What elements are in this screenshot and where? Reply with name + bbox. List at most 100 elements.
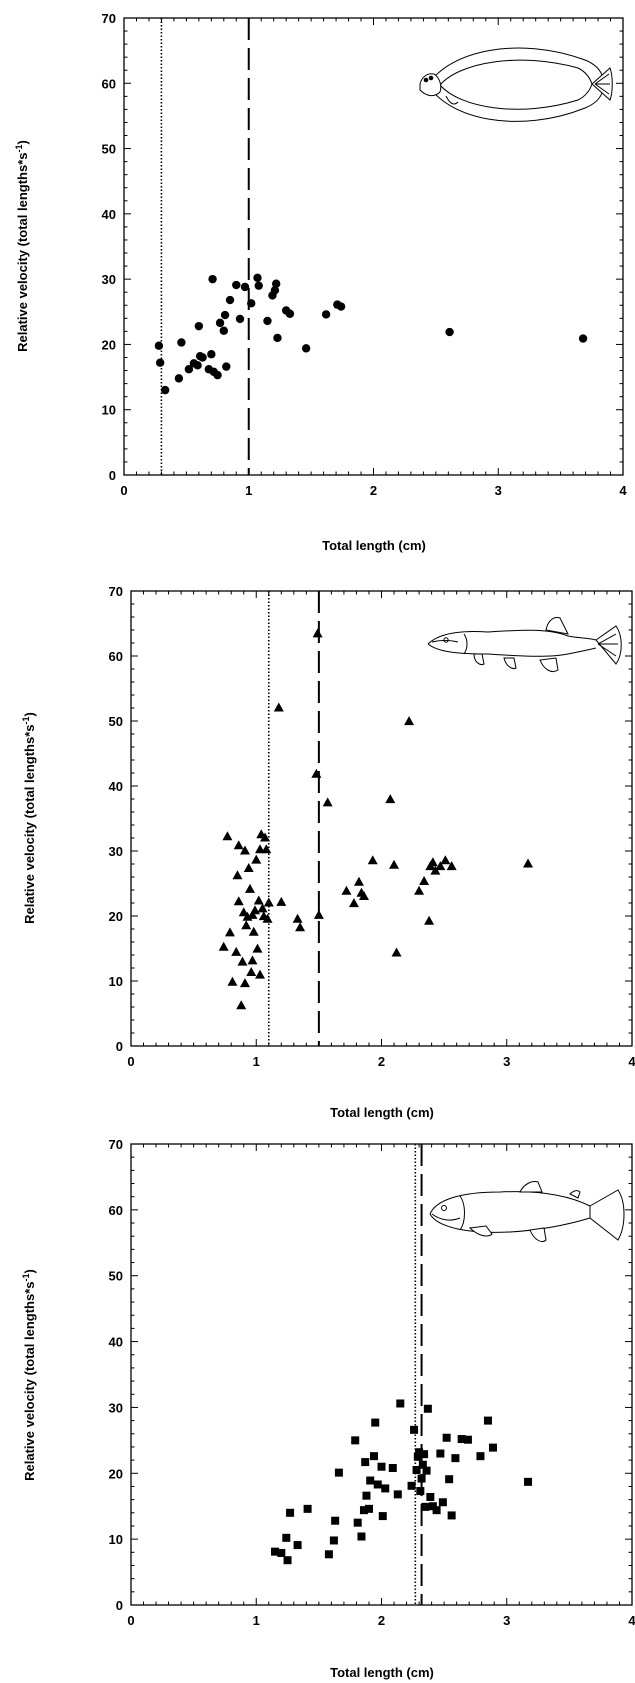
- data-point: [262, 913, 273, 923]
- data-point: [215, 318, 225, 328]
- y-axis-title-close: ): [15, 140, 30, 144]
- data-point: [404, 716, 415, 726]
- y-tick-labels: 0 10 20 30 40 50 60 70: [102, 11, 116, 483]
- data-point: [246, 967, 257, 977]
- data-point: [240, 282, 250, 292]
- data-point: [362, 1491, 371, 1500]
- data-point: [432, 1506, 441, 1515]
- y-tick-label: 10: [109, 974, 123, 989]
- data-point: [257, 903, 268, 913]
- data-point: [351, 1436, 360, 1445]
- data-point: [436, 1449, 445, 1458]
- data-point: [367, 855, 378, 865]
- data-point: [177, 338, 186, 347]
- data-point: [451, 1454, 460, 1463]
- data-point: [282, 1533, 291, 1542]
- data-point: [232, 280, 241, 290]
- data-point: [285, 309, 295, 318]
- data-point: [488, 1443, 497, 1452]
- data-point: [236, 1000, 247, 1010]
- data-point: [523, 858, 534, 868]
- data-point: [224, 927, 235, 937]
- data-point: [233, 896, 244, 906]
- data-point: [292, 913, 303, 923]
- data-point: [286, 1508, 295, 1517]
- threshold-lines: [160, 18, 250, 475]
- data-point: [227, 976, 238, 986]
- data-point: [412, 1465, 421, 1474]
- x-tick-label: 4: [628, 1613, 635, 1628]
- threshold-lines: [267, 591, 320, 1046]
- data-point: [273, 333, 282, 343]
- x-tick-label: 0: [120, 483, 127, 498]
- y-axis-title-sup: -1: [14, 144, 24, 152]
- y-tick-label: 30: [102, 272, 116, 287]
- y-tick-label: 0: [109, 468, 116, 483]
- y-tick-label: 0: [116, 1039, 123, 1054]
- y-tick-label: 40: [109, 779, 123, 794]
- y-tick-label: 70: [109, 584, 123, 599]
- x-tick-labels: 0 1 2 3 4: [120, 483, 627, 498]
- y-tick-label: 0: [116, 1598, 123, 1613]
- data-point: [231, 946, 242, 956]
- data-point: [222, 831, 233, 841]
- y-axis-title-sup: -1: [21, 716, 31, 724]
- data-point: [418, 1460, 427, 1469]
- x-axis-title: Total length (cm): [330, 1665, 434, 1680]
- data-point: [381, 1484, 390, 1493]
- data-point: [336, 302, 346, 311]
- data-point: [222, 362, 231, 371]
- x-tick-label: 3: [503, 1054, 510, 1069]
- data-point: [247, 299, 256, 308]
- data-points: [154, 273, 588, 395]
- data-point: [252, 943, 263, 953]
- data-point: [261, 844, 272, 854]
- data-point: [331, 1516, 340, 1525]
- y-tick-label: 70: [102, 11, 116, 26]
- data-point: [476, 1452, 485, 1461]
- x-tick-label: 1: [245, 483, 252, 498]
- axis-ticks: [130, 590, 633, 1047]
- data-point: [225, 295, 235, 305]
- data-point: [457, 1435, 466, 1444]
- data-point: [194, 321, 204, 331]
- y-tick-label: 30: [109, 844, 123, 859]
- data-point: [415, 1448, 424, 1457]
- data-point: [578, 334, 588, 343]
- data-point: [445, 1475, 454, 1484]
- data-point: [301, 344, 311, 353]
- y-tick-labels: 0 10 20 30 40 50 60 70: [109, 1137, 123, 1613]
- data-point: [430, 865, 441, 875]
- data-point: [198, 353, 207, 362]
- data-point: [423, 1404, 432, 1413]
- data-point: [442, 1433, 451, 1442]
- x-axis-title: Total length (cm): [330, 1105, 434, 1120]
- plot-frame: [130, 590, 633, 1047]
- data-point: [445, 327, 454, 337]
- data-point: [348, 898, 359, 908]
- data-point: [220, 310, 230, 320]
- data-point: [371, 1418, 380, 1427]
- data-point: [237, 956, 248, 966]
- y-axis-title-text: Relative velocity (total lengths*s: [22, 724, 37, 923]
- plot-frame: [130, 1143, 633, 1606]
- data-point: [389, 859, 400, 869]
- data-point: [421, 1502, 430, 1511]
- data-point: [369, 1452, 378, 1461]
- y-tick-label: 40: [102, 207, 116, 222]
- data-point: [251, 854, 262, 864]
- y-tick-label: 70: [109, 1137, 123, 1152]
- data-point: [219, 326, 228, 335]
- data-point: [524, 1477, 533, 1486]
- x-axis-title: Total length (cm): [322, 538, 426, 553]
- y-axis-title-text: Relative velocity (total lengths*s: [22, 1281, 37, 1480]
- y-tick-label: 60: [109, 649, 123, 664]
- data-point: [422, 1466, 431, 1475]
- data-point: [366, 1476, 375, 1485]
- data-point: [283, 1556, 292, 1565]
- data-point: [155, 358, 165, 367]
